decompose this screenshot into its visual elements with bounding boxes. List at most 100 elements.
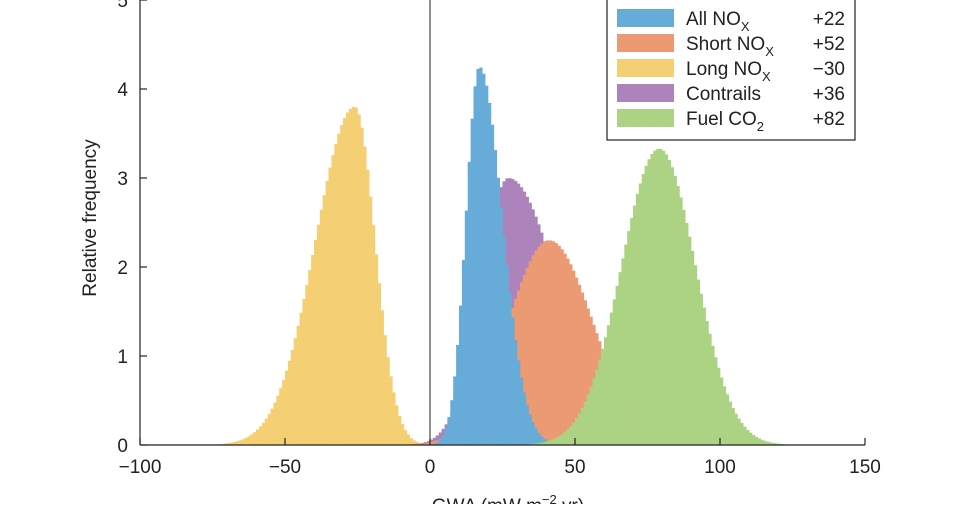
histogram-bar bbox=[375, 255, 378, 446]
legend-value: +52 bbox=[813, 34, 845, 55]
y-tick-label: 3 bbox=[117, 169, 128, 190]
histogram-bar bbox=[532, 256, 535, 446]
histogram-bar bbox=[468, 162, 471, 445]
histogram-bar bbox=[662, 151, 665, 445]
histogram-bar bbox=[291, 350, 294, 445]
histogram-bar bbox=[735, 414, 738, 445]
histogram-bar bbox=[297, 326, 300, 445]
histogram-bar bbox=[523, 392, 526, 445]
histogram-bar bbox=[558, 246, 561, 445]
histogram-bar bbox=[737, 419, 740, 445]
histogram-bar bbox=[259, 426, 262, 445]
histogram-bar bbox=[526, 405, 529, 445]
histogram-bar bbox=[691, 251, 694, 445]
histogram-bar bbox=[578, 413, 581, 445]
histogram-bar bbox=[372, 225, 375, 445]
y-tick-label: 2 bbox=[117, 258, 128, 279]
x-tick-label: −100 bbox=[119, 457, 162, 478]
histogram-bar bbox=[616, 286, 619, 445]
histogram-bar bbox=[619, 272, 622, 445]
histogram-bar bbox=[471, 119, 474, 445]
histogram-bar bbox=[363, 147, 366, 445]
histogram-bar bbox=[761, 440, 764, 445]
histogram-bar bbox=[520, 378, 523, 445]
histogram-bar bbox=[337, 134, 340, 445]
histogram-bar bbox=[645, 166, 648, 445]
histogram-bar bbox=[729, 402, 732, 445]
legend-swatch bbox=[617, 9, 674, 27]
histogram-bar bbox=[271, 409, 274, 445]
histogram-bar bbox=[462, 260, 465, 445]
histogram-bar bbox=[488, 103, 491, 445]
histogram-bar bbox=[442, 436, 445, 445]
histogram-bar bbox=[563, 254, 566, 445]
x-tick-label: 50 bbox=[564, 457, 585, 478]
histogram-bar bbox=[534, 251, 537, 445]
histogram-bar bbox=[572, 271, 575, 445]
histogram-bar bbox=[447, 417, 450, 445]
legend-label-main: Fuel CO bbox=[686, 109, 757, 130]
legend-label-sub: 2 bbox=[757, 119, 764, 134]
histogram-bar bbox=[331, 155, 334, 445]
histogram-bar bbox=[389, 376, 392, 445]
histogram-bar bbox=[610, 313, 613, 445]
histogram-bar bbox=[317, 225, 320, 445]
histogram-bar bbox=[285, 371, 288, 445]
histogram-bar bbox=[711, 346, 714, 445]
histogram-bar bbox=[752, 435, 755, 445]
histogram-bar bbox=[563, 432, 566, 445]
histogram-bar bbox=[329, 168, 332, 445]
x-tick-label: −50 bbox=[269, 457, 301, 478]
x-axis-title: GWA (mW m−2 yr) bbox=[432, 492, 584, 504]
histogram-bar bbox=[674, 176, 677, 445]
histogram-bar bbox=[668, 160, 671, 445]
histogram-bar bbox=[253, 432, 256, 445]
histogram-bar bbox=[650, 154, 653, 445]
histogram-bar bbox=[456, 345, 459, 445]
histogram-bar bbox=[558, 436, 561, 445]
histogram-bar bbox=[595, 370, 598, 445]
histogram-bar bbox=[708, 334, 711, 445]
histogram-bar bbox=[476, 69, 479, 445]
histogram-bar bbox=[714, 357, 717, 445]
histogram-bar bbox=[688, 237, 691, 445]
histogram-bar bbox=[479, 68, 482, 445]
histogram-bar bbox=[334, 144, 337, 445]
legend-label-main: Contrails bbox=[686, 84, 761, 105]
legend-swatch bbox=[617, 34, 674, 52]
histogram-bar bbox=[450, 400, 453, 445]
histogram-bar bbox=[239, 440, 242, 445]
histogram-bar bbox=[465, 211, 468, 445]
histogram-bar bbox=[514, 340, 517, 445]
legend-value: +82 bbox=[813, 109, 845, 130]
histogram-bar bbox=[474, 86, 477, 445]
histogram-bar bbox=[349, 109, 352, 445]
histogram-bar bbox=[497, 178, 500, 445]
histogram-bar bbox=[624, 245, 627, 445]
histogram-bar bbox=[749, 433, 752, 445]
histogram-bar bbox=[584, 402, 587, 445]
y-axis-title: Relative frequency bbox=[80, 139, 101, 297]
histogram-bar bbox=[511, 317, 514, 445]
histogram-bar bbox=[561, 249, 564, 445]
histogram-bar bbox=[648, 159, 651, 445]
histogram-bar bbox=[268, 414, 271, 445]
histogram-bar bbox=[494, 150, 497, 445]
histogram-bar bbox=[273, 403, 276, 445]
histogram-bar bbox=[537, 247, 540, 445]
histogram-bar bbox=[358, 114, 361, 445]
histogram-bar bbox=[642, 174, 645, 445]
histogram-bar bbox=[569, 264, 572, 445]
histogram-bar bbox=[384, 335, 387, 445]
histogram-bar bbox=[700, 294, 703, 445]
histogram-bar bbox=[601, 349, 604, 445]
histogram-bar bbox=[305, 285, 308, 445]
histogram-bar bbox=[459, 306, 462, 445]
histogram-bar bbox=[587, 395, 590, 445]
histogram-bar bbox=[743, 427, 746, 445]
histogram-bar bbox=[726, 394, 729, 445]
histogram-bar bbox=[445, 428, 448, 445]
